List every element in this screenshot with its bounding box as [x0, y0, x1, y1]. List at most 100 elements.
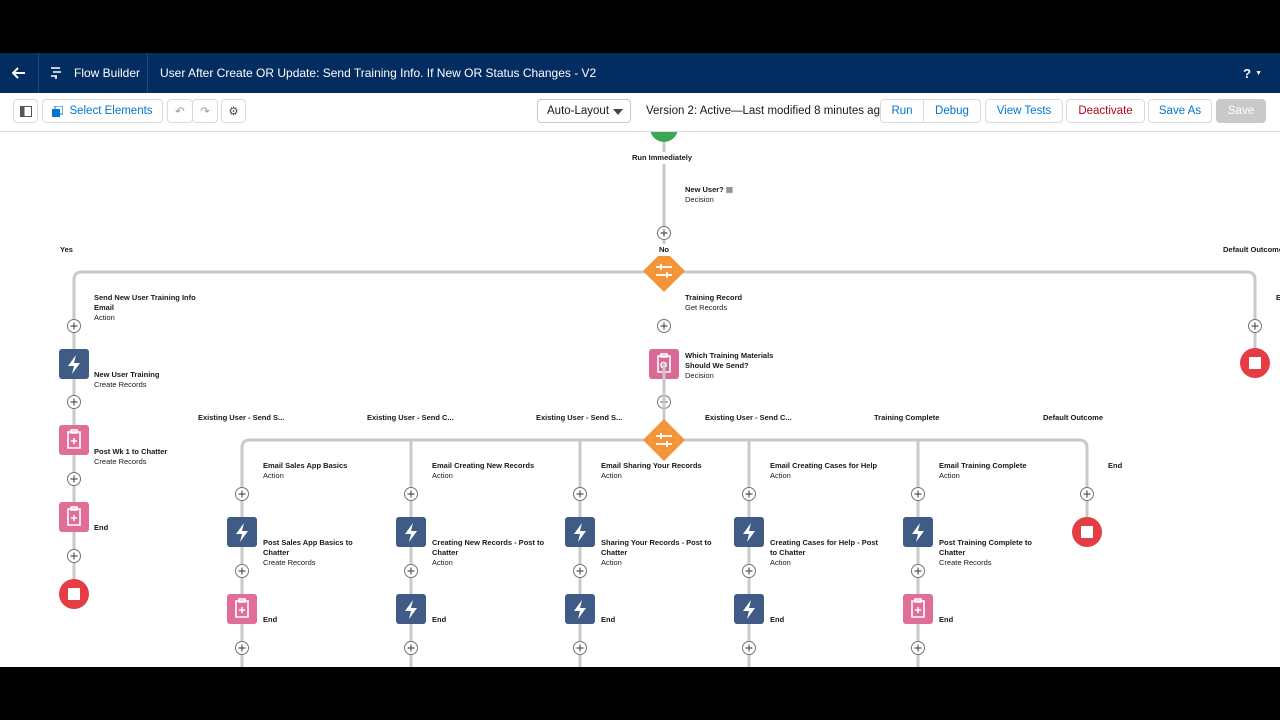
decision-element[interactable]	[643, 419, 685, 461]
outcome-label: Existing User - Send C...	[699, 412, 798, 424]
flow-canvas[interactable]: Run Immediately New User? ▤ Decision Yes…	[0, 132, 1280, 667]
debug-button[interactable]: Debug	[923, 99, 981, 123]
lightning-icon	[236, 523, 248, 542]
action-element[interactable]	[734, 517, 764, 547]
create-records-element[interactable]	[59, 502, 89, 532]
add-element-button[interactable]	[911, 564, 925, 578]
element-name: Training Record	[685, 293, 743, 302]
add-element-button[interactable]	[67, 395, 81, 409]
decision-icon	[656, 264, 672, 278]
element-label: Post Wk 1 to Chatter Create Records	[94, 447, 167, 467]
add-element-button[interactable]	[1080, 487, 1094, 501]
add-element-button[interactable]	[67, 472, 81, 486]
connector-line	[72, 270, 664, 594]
element-name: Creating Cases for Help - Post to Chatte…	[770, 538, 878, 557]
toggle-panel-button[interactable]	[13, 99, 38, 123]
add-element-button[interactable]	[911, 487, 925, 501]
add-element-button[interactable]	[235, 564, 249, 578]
add-element-button[interactable]	[742, 487, 756, 501]
search-records-icon	[657, 353, 671, 373]
create-records-icon	[67, 429, 81, 449]
add-element-button[interactable]	[742, 564, 756, 578]
action-element[interactable]	[565, 594, 595, 624]
add-element-button[interactable]	[573, 564, 587, 578]
action-element[interactable]	[565, 517, 595, 547]
add-element-button[interactable]	[404, 564, 418, 578]
plus-icon	[407, 567, 415, 575]
select-elements-button[interactable]: Select Elements	[42, 99, 163, 123]
add-element-button[interactable]	[235, 641, 249, 655]
decision-name: Which Training Materials Should We Send?	[685, 351, 774, 370]
action-element[interactable]	[59, 349, 89, 379]
run-button[interactable]: Run	[880, 99, 924, 123]
element-type: Action	[432, 558, 453, 567]
layout-select[interactable]: Auto-Layout	[537, 99, 631, 123]
redo-button[interactable]: ↷	[192, 99, 218, 123]
deactivate-button[interactable]: Deactivate	[1066, 99, 1145, 123]
decision-element[interactable]	[643, 250, 685, 292]
add-element-button[interactable]	[67, 319, 81, 333]
start-label: Run Immediately	[626, 152, 699, 164]
create-records-element[interactable]	[59, 425, 89, 455]
end-element[interactable]	[1072, 517, 1102, 547]
chevron-down-icon: ▼	[1255, 69, 1262, 77]
plus-icon	[745, 644, 753, 652]
action-element[interactable]	[903, 517, 933, 547]
element-name: Post Training Complete to Chatter	[939, 538, 1032, 557]
element-type: Action	[263, 471, 284, 480]
end-label: End	[432, 615, 447, 624]
create-records-icon	[911, 598, 925, 618]
element-type: Create Records	[939, 558, 992, 567]
start-element[interactable]	[650, 132, 678, 142]
settings-button[interactable]: ⚙	[221, 99, 246, 123]
element-label: Email Sales App Basics Action	[263, 461, 378, 481]
lightning-icon	[405, 523, 417, 542]
flow-connectors	[59, 132, 1270, 667]
undo-button[interactable]: ↶	[167, 99, 193, 123]
add-element-button[interactable]	[235, 487, 249, 501]
add-element-button[interactable]	[404, 641, 418, 655]
create-records-element[interactable]	[903, 594, 933, 624]
gear-icon: ⚙	[228, 106, 239, 118]
action-element[interactable]	[734, 594, 764, 624]
end-label: End	[1276, 293, 1280, 302]
save-button[interactable]: Save	[1216, 99, 1266, 123]
add-element-button[interactable]	[573, 487, 587, 501]
header-divider	[147, 53, 148, 93]
add-element-button[interactable]	[67, 549, 81, 563]
end-label: End	[601, 615, 616, 624]
plus-icon	[576, 490, 584, 498]
action-element[interactable]	[396, 517, 426, 547]
action-element[interactable]	[227, 517, 257, 547]
create-records-element[interactable]	[227, 594, 257, 624]
decision-type: Decision	[685, 371, 714, 380]
chevron-down-icon	[613, 109, 623, 115]
flow-title: User After Create OR Update: Send Traini…	[160, 66, 597, 80]
element-name: Email Sales App Basics	[263, 461, 348, 470]
create-records-icon	[67, 506, 81, 526]
add-element-button[interactable]	[573, 641, 587, 655]
add-element-button[interactable]	[657, 319, 671, 333]
plus-icon	[407, 644, 415, 652]
back-arrow-icon	[12, 67, 25, 79]
add-element-button[interactable]	[1248, 319, 1262, 333]
undo-icon: ↶	[175, 106, 185, 118]
element-type: Action	[601, 558, 622, 567]
add-element-button[interactable]	[911, 641, 925, 655]
help-menu-button[interactable]: ? ▼	[1243, 53, 1262, 93]
element-name: Post Sales App Basics to Chatter	[263, 538, 353, 557]
action-element[interactable]	[396, 594, 426, 624]
create-records-icon	[235, 598, 249, 618]
view-tests-button[interactable]: View Tests	[985, 99, 1063, 123]
add-element-button[interactable]	[742, 641, 756, 655]
back-button[interactable]	[0, 53, 38, 93]
add-element-button[interactable]	[404, 487, 418, 501]
end-element[interactable]	[1240, 348, 1270, 378]
plus-icon	[745, 490, 753, 498]
end-element[interactable]	[59, 579, 89, 609]
element-label: New User Training Create Records	[94, 370, 159, 390]
decision-type: Decision	[685, 195, 714, 204]
add-element-button[interactable]	[657, 226, 671, 240]
element-type: Create Records	[263, 558, 316, 567]
save-as-button[interactable]: Save As	[1148, 99, 1212, 123]
